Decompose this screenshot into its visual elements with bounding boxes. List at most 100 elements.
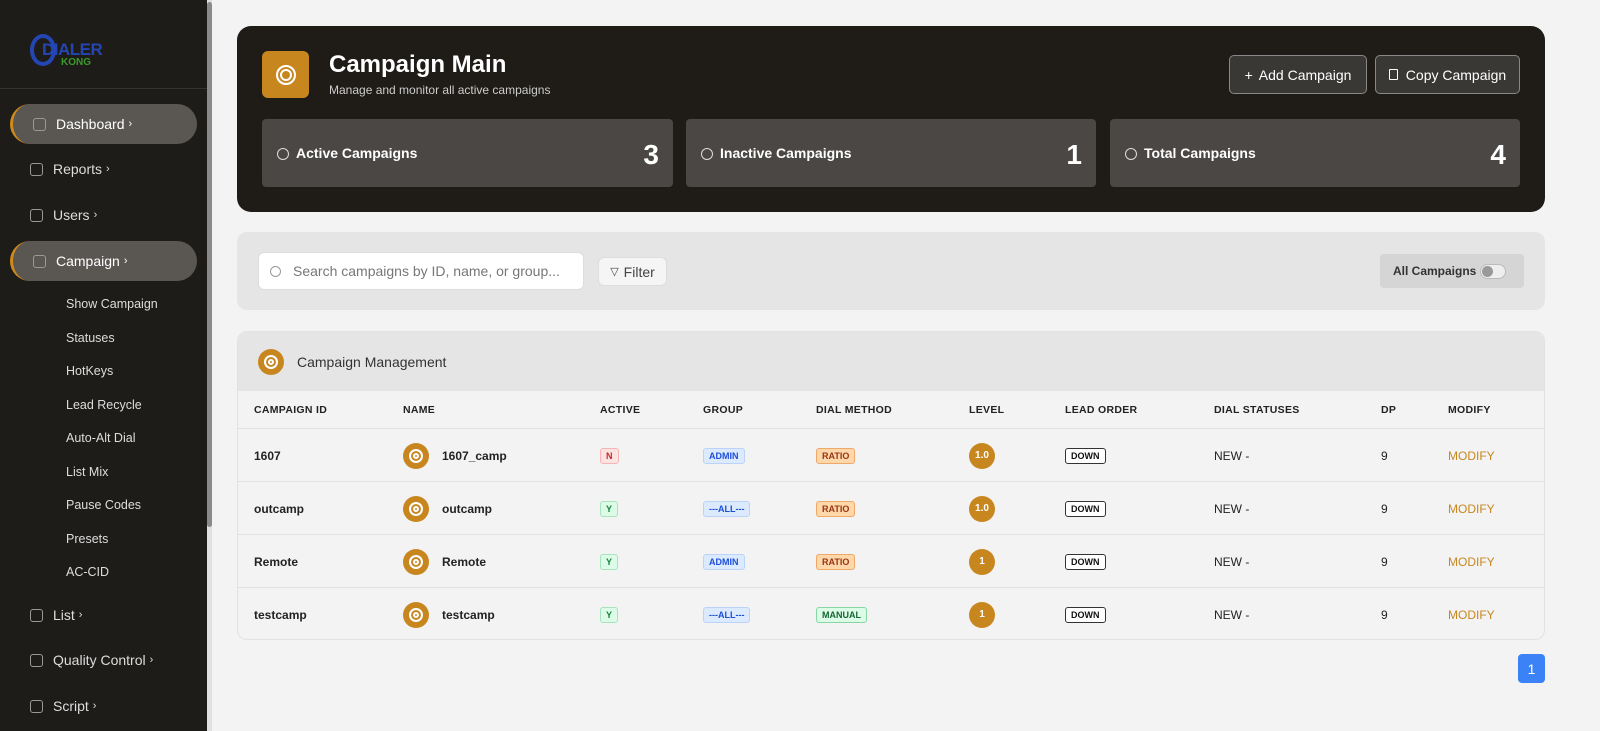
stat-label: Inactive Campaigns [720, 145, 852, 161]
badge: Y [600, 500, 619, 517]
table-cell: ---ALL--- [703, 482, 751, 535]
cell-text: NEW - [1214, 448, 1250, 463]
nav-item[interactable]: List › [10, 595, 197, 635]
nav-item[interactable]: Script › [10, 686, 197, 726]
stat-label: Total Campaigns [1144, 145, 1256, 161]
nav-icon [30, 608, 43, 622]
stat-label: Active Campaigns [296, 145, 418, 161]
stat-card: Active Campaigns 3 [262, 119, 673, 187]
scrollbar [207, 0, 212, 731]
cell-text: NEW - [1214, 501, 1250, 516]
table-cell: 1 [969, 535, 995, 588]
badge: RATIO [816, 447, 856, 464]
stat-card: Inactive Campaigns 1 [686, 119, 1096, 187]
search-placeholder: Search campaigns by ID, name, or group..… [293, 263, 560, 279]
nav-icon [30, 162, 43, 176]
add-campaign-button[interactable]: + Add Campaign [1229, 55, 1367, 94]
level-badge: 1.0 [969, 442, 995, 469]
nav-item[interactable]: Reports › [10, 149, 197, 189]
toggle-box: All Campaigns [1380, 254, 1524, 288]
page-button[interactable]: 1 [1518, 654, 1545, 683]
ring-icon [409, 448, 423, 463]
submenu-item[interactable]: Lead Recycle [66, 397, 142, 412]
button-label: Copy Campaign [1405, 66, 1507, 83]
submenu-item[interactable]: Pause Codes [66, 498, 142, 512]
nav-icon [30, 208, 43, 222]
nav-icon [30, 699, 43, 713]
badge: DOWN [1065, 606, 1106, 623]
table-cell: NEW - [1214, 588, 1249, 639]
campaign-icon [403, 601, 429, 628]
table-cell: Y [600, 482, 619, 535]
nav-label: List [53, 607, 75, 623]
nav-chevron: › [128, 118, 133, 130]
column-header: LEAD ORDER [1065, 404, 1138, 416]
nav-label: Reports [53, 161, 103, 177]
table-cell: MODIFY [1448, 588, 1495, 639]
cell-text: 9 [1381, 554, 1388, 569]
modify-link[interactable]: MODIFY [1448, 607, 1495, 622]
stat-value: 4 [1490, 139, 1506, 170]
table-cell: Remote [254, 535, 298, 588]
header-icon [262, 51, 309, 98]
toolbar: Search campaigns by ID, name, or group..… [237, 232, 1545, 310]
cell-text: 9 [1381, 607, 1388, 622]
modify-link[interactable]: MODIFY [1448, 554, 1495, 569]
submenu-item[interactable]: Presets [66, 531, 109, 546]
table-header-band [238, 332, 1544, 391]
level-badge: 1.0 [969, 495, 995, 522]
table-row: 1607 1607_camp N ADMIN RATIO 1.0 DOWN NEW - 9 MOD… [238, 428, 1544, 482]
nav-label: Dashboard [56, 116, 125, 132]
campaign-icon [403, 548, 429, 575]
submenu-item[interactable]: Auto-Alt Dial [66, 431, 136, 445]
table-cell: 9 [1381, 535, 1388, 588]
filter-button[interactable]: ▽ Filter [598, 257, 667, 286]
campaign-icon [403, 495, 429, 522]
toggle-switch[interactable] [1480, 264, 1506, 279]
table-row: outcamp outcamp Y ---ALL--- RATIO 1.0 DOWN NEW … [238, 481, 1544, 535]
search-input[interactable]: Search campaigns by ID, name, or group..… [258, 252, 584, 290]
table-cell: Y [600, 588, 619, 639]
badge: ---ALL--- [703, 500, 751, 517]
nav-item[interactable]: Dashboard › [10, 104, 197, 144]
modify-link[interactable]: MODIFY [1448, 448, 1495, 463]
table-cell: 1607_camp [403, 429, 507, 482]
nav-item[interactable]: Campaign › [10, 241, 197, 281]
table-cell: NEW - [1214, 535, 1249, 588]
table-cell: 9 [1381, 588, 1388, 639]
copy-campaign-button[interactable]: Copy Campaign [1375, 55, 1520, 94]
submenu-item[interactable]: List Mix [66, 464, 109, 479]
submenu-item[interactable]: Statuses [66, 330, 115, 345]
nav-chevron: › [92, 700, 97, 712]
badge: RATIO [816, 553, 856, 570]
nav-chevron: › [106, 163, 110, 175]
campaign-icon [403, 442, 429, 469]
column-header: ACTIVE [600, 404, 641, 416]
table-cell: testcamp [254, 588, 307, 639]
nav-chevron: › [78, 609, 83, 621]
stat-card: Total Campaigns 4 [1110, 119, 1520, 187]
table-cell: DOWN [1065, 588, 1106, 639]
scroll-thumb [207, 2, 212, 527]
table-cell: ADMIN [703, 535, 745, 588]
cell-text: 9 [1381, 501, 1388, 516]
stat-value: 3 [643, 139, 659, 170]
nav-label: Quality Control [53, 652, 146, 668]
campaign-id: 1607 [254, 448, 281, 463]
submenu-item[interactable]: Show Campaign [66, 297, 158, 311]
table-cell: RATIO [816, 535, 856, 588]
table-cell: MODIFY [1448, 535, 1495, 588]
button-label: Add Campaign [1258, 66, 1352, 83]
submenu-item[interactable]: AC-CID [66, 565, 110, 579]
modify-link[interactable]: MODIFY [1448, 501, 1495, 516]
table-cell: DOWN [1065, 429, 1106, 482]
logo: DIALER KONG [28, 24, 118, 72]
level-badge: 1 [969, 548, 995, 575]
page-title: Campaign Main [329, 51, 507, 78]
submenu-item[interactable]: HotKeys [66, 364, 114, 378]
nav-item[interactable]: Quality Control › [10, 640, 197, 680]
campaign-name: outcamp [442, 501, 493, 516]
badge: DOWN [1065, 553, 1106, 570]
nav-item[interactable]: Users › [10, 195, 197, 235]
